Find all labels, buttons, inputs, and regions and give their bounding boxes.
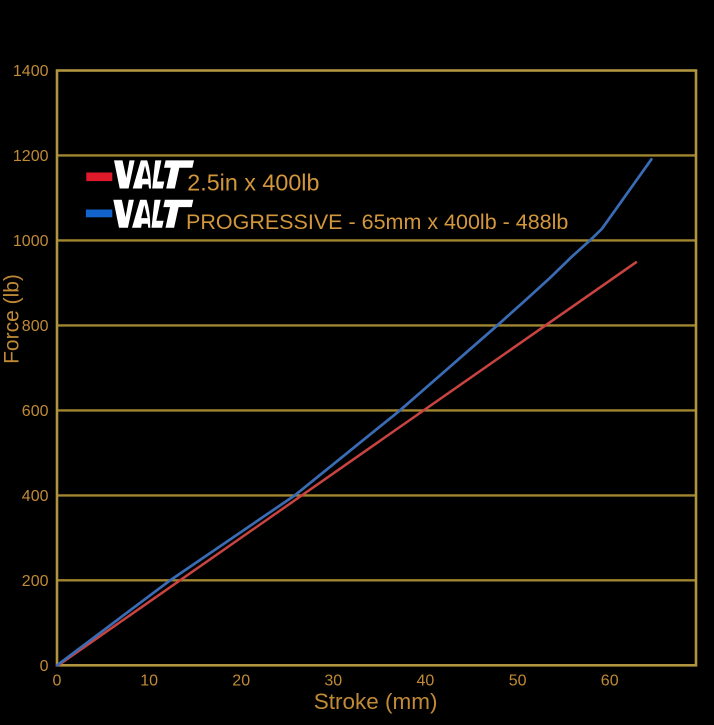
svg-text:10: 10 <box>140 672 158 689</box>
svg-text:30: 30 <box>324 672 342 689</box>
svg-text:400: 400 <box>22 488 49 505</box>
svg-text:200: 200 <box>22 573 49 590</box>
svg-text:Force (lb): Force (lb) <box>1 274 24 364</box>
svg-text:Stroke (mm): Stroke (mm) <box>314 689 438 714</box>
svg-text:0: 0 <box>40 658 49 675</box>
svg-text:PROGRESSIVE - 65mm x 400lb - 4: PROGRESSIVE - 65mm x 400lb - 488lb <box>186 210 568 234</box>
svg-text:600: 600 <box>22 403 49 420</box>
svg-text:50: 50 <box>509 672 527 689</box>
svg-text:0: 0 <box>53 672 62 689</box>
svg-text:1200: 1200 <box>13 148 49 165</box>
svg-text:1000: 1000 <box>13 233 49 250</box>
svg-text:1400: 1400 <box>13 63 49 80</box>
svg-text:800: 800 <box>22 318 49 335</box>
svg-text:20: 20 <box>232 672 250 689</box>
svg-text:40: 40 <box>417 672 435 689</box>
svg-text:60: 60 <box>601 672 619 689</box>
svg-text:2.5in x 400lb: 2.5in x 400lb <box>187 170 319 196</box>
